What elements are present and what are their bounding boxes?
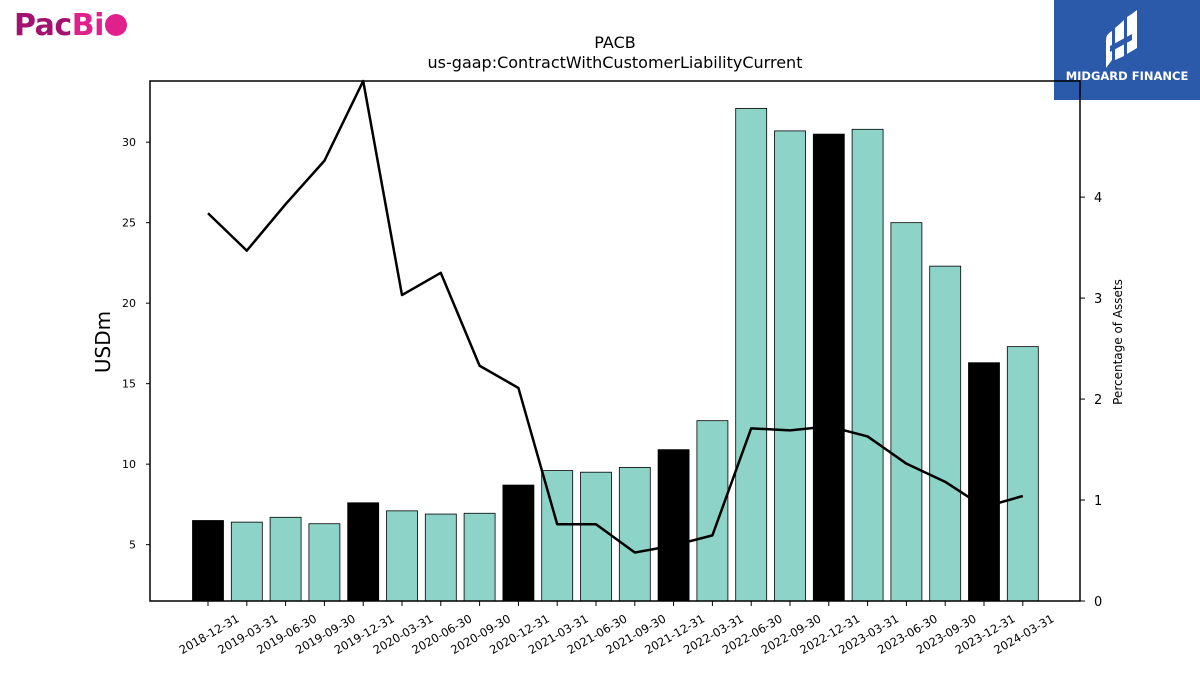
y-tick-label: 10 bbox=[122, 458, 136, 471]
plot-frame bbox=[149, 80, 1081, 602]
y-axis-label: USDm bbox=[91, 311, 115, 373]
y2-tick-label: 2 bbox=[1094, 393, 1102, 408]
bar bbox=[618, 466, 651, 602]
bar bbox=[774, 130, 806, 602]
bar bbox=[929, 265, 962, 602]
bar bbox=[735, 107, 768, 602]
y-tick-label: 5 bbox=[129, 539, 136, 552]
pacbio-logo: PacBi bbox=[14, 8, 127, 43]
bar bbox=[851, 128, 884, 602]
midgard-finance-logo: MIDGARD FINANCE bbox=[1054, 0, 1200, 100]
bar bbox=[696, 420, 729, 602]
bar bbox=[812, 133, 845, 602]
chart-subtitle: us-gaap:ContractWithCustomerLiabilityCur… bbox=[428, 53, 803, 72]
series-line bbox=[207, 79, 1024, 554]
bar bbox=[386, 510, 418, 602]
bar bbox=[502, 484, 535, 602]
bars-group bbox=[192, 107, 1039, 602]
bar bbox=[968, 362, 1000, 602]
y2-tick-label: 3 bbox=[1094, 292, 1102, 307]
pacbio-logo-dot-icon bbox=[104, 14, 127, 36]
y2-tick-label: 0 bbox=[1094, 595, 1102, 610]
line-group bbox=[207, 79, 1024, 554]
chart-title: PACB bbox=[594, 33, 635, 52]
bar bbox=[657, 449, 690, 602]
bar bbox=[269, 516, 302, 602]
bar bbox=[1006, 346, 1039, 602]
bar bbox=[890, 222, 923, 602]
midgard-finance-text: MIDGARD FINANCE bbox=[1065, 69, 1189, 83]
bar bbox=[541, 470, 574, 602]
y-tick-label: 30 bbox=[122, 136, 136, 149]
y2-axis-label: Percentage of Assets bbox=[1111, 279, 1125, 405]
bar bbox=[580, 471, 612, 602]
y-tick-label: 20 bbox=[122, 297, 136, 310]
bar bbox=[424, 513, 457, 602]
y-tick-label: 25 bbox=[122, 217, 136, 230]
bar bbox=[347, 502, 380, 602]
bar bbox=[230, 521, 263, 602]
y-tick-label: 15 bbox=[122, 378, 136, 391]
y2-tick-label: 1 bbox=[1094, 494, 1102, 509]
bar bbox=[463, 512, 496, 602]
bar bbox=[308, 523, 341, 602]
y2-tick-label: 4 bbox=[1094, 191, 1102, 206]
midgard-mark-icon bbox=[1106, 10, 1137, 68]
bar bbox=[192, 520, 224, 602]
